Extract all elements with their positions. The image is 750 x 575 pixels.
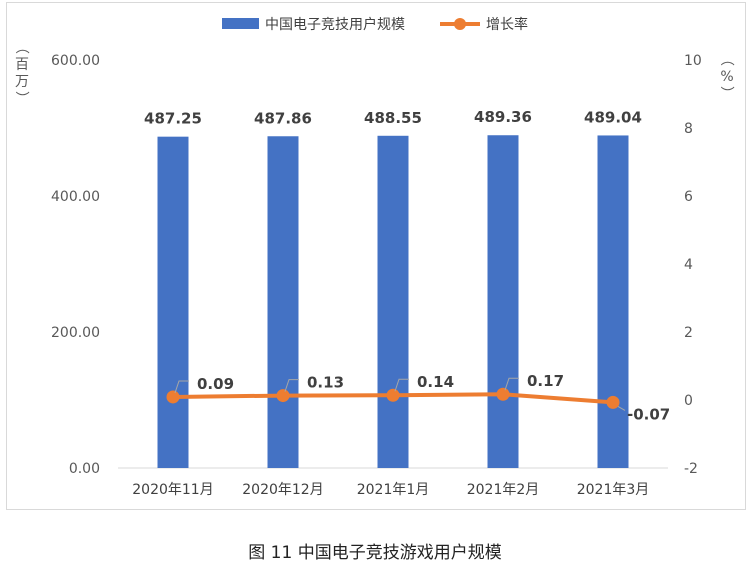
- y-left-unit-char: （: [13, 40, 29, 54]
- bar-data-label: 489.04: [584, 108, 642, 126]
- growth-point: [276, 389, 290, 403]
- y-left-unit-char: 万: [15, 74, 29, 90]
- y-left-tick-label: 200.00: [51, 325, 100, 341]
- legend-marker-growth: [454, 18, 466, 30]
- bar: [157, 136, 189, 469]
- y-left-tick-label: 400.00: [51, 189, 100, 205]
- growth-point: [606, 395, 620, 409]
- bar: [267, 136, 299, 469]
- bar: [377, 135, 409, 468]
- y-right-tick-label: 10: [684, 53, 702, 69]
- x-tick-label: 2020年12月: [242, 482, 323, 498]
- bar-data-label: 487.25: [144, 110, 202, 128]
- y-right-tick-label: 6: [684, 189, 693, 205]
- growth-label-leader: [394, 378, 409, 392]
- legend-label-growth: 增长率: [486, 16, 528, 33]
- y-right-tick-label: 8: [684, 121, 693, 137]
- bar-data-label: 488.55: [364, 109, 422, 127]
- chart: 中国电子竞技用户规模 增长率（百万）（%）0.00200.00400.00600.…: [13, 16, 734, 498]
- y-right-tick-label: 2: [684, 325, 693, 341]
- y-right-unit-char: %: [720, 69, 733, 85]
- bar: [597, 135, 629, 468]
- bar: [487, 135, 519, 468]
- y-right-tick-label: -2: [684, 461, 698, 477]
- growth-data-label: 0.09: [197, 375, 234, 393]
- growth-data-label: 0.14: [417, 373, 454, 391]
- x-tick-label: 2021年3月: [577, 482, 650, 498]
- growth-label-leader: [174, 380, 189, 394]
- growth-point: [166, 390, 180, 404]
- legend-swatch-bar: [222, 18, 259, 29]
- y-right-unit-char: （: [718, 52, 734, 66]
- growth-data-label: 0.17: [527, 372, 564, 390]
- x-tick-label: 2021年2月: [467, 482, 540, 498]
- bar-data-label: 489.36: [474, 108, 532, 126]
- legend-label-bar: 中国电子竞技用户规模: [265, 16, 405, 33]
- growth-label-leader: [504, 377, 519, 391]
- growth-data-label: 0.13: [307, 374, 344, 392]
- y-left-unit-char: ）: [13, 91, 29, 105]
- bar-data-label: 487.86: [254, 109, 312, 127]
- y-right-unit-char: ）: [718, 86, 734, 100]
- growth-label-leader: [284, 379, 299, 392]
- growth-point: [386, 388, 400, 402]
- growth-label-leader: [617, 405, 626, 411]
- growth-data-label: -0.07: [627, 405, 670, 423]
- x-tick-label: 2020年11月: [132, 482, 213, 498]
- figure-caption: 图 11 中国电子竞技游戏用户规模: [248, 543, 502, 563]
- chart-frame: [6, 2, 746, 510]
- x-tick-label: 2021年1月: [357, 482, 430, 498]
- y-left-unit-char: 百: [15, 57, 29, 73]
- y-right-tick-label: 0: [684, 393, 693, 409]
- y-left-tick-label: 600.00: [51, 53, 100, 69]
- growth-point: [496, 387, 510, 401]
- y-left-tick-label: 0.00: [69, 461, 100, 477]
- y-right-tick-label: 4: [684, 257, 693, 273]
